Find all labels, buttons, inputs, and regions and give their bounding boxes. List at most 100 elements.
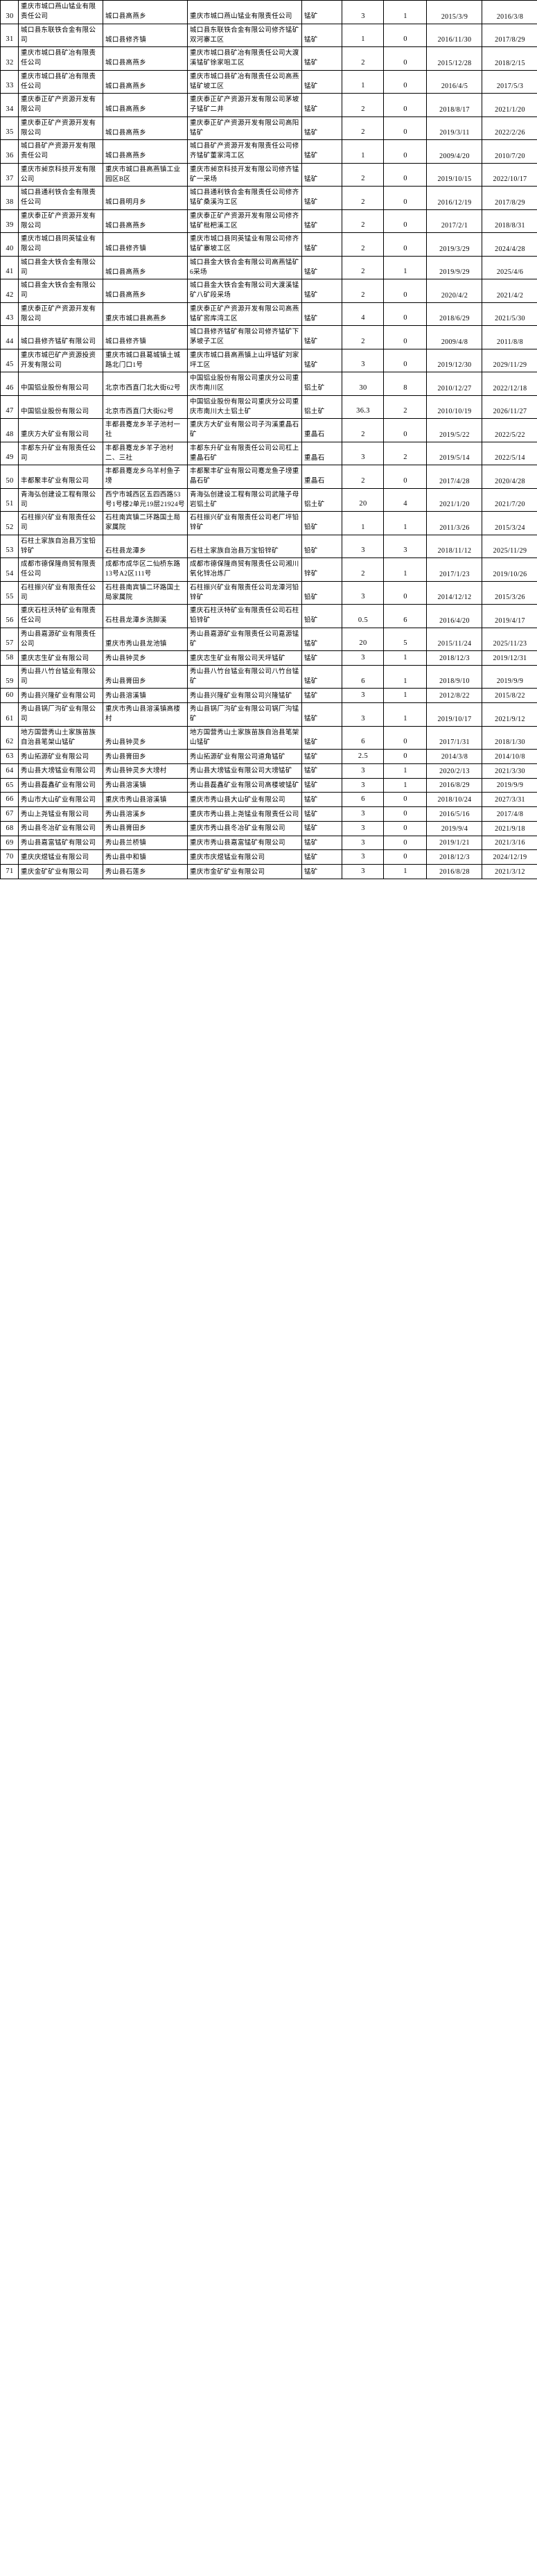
mineral-type: 锰矿 bbox=[301, 777, 342, 793]
table-row: 64 秀山县大塝锰业有限公司 秀山县钟灵乡大塝村 秀山县大塝锰业有限公司大塝锰矿 锰矿 3… bbox=[0, 763, 537, 779]
row-index: 37 bbox=[0, 162, 19, 187]
valid-to-date: 2019/12/31 bbox=[482, 650, 537, 666]
mineral-type: 铅矿 bbox=[301, 534, 342, 558]
table-row: 47 中国铝业股份有限公司 北京市西直门大街62号 中国铝业股份有限公司重庆分公司重庆… bbox=[0, 395, 537, 419]
valid-from-date: 2010/10/19 bbox=[426, 395, 482, 419]
entity-name: 城口县修齐锰矿有限公司 bbox=[18, 325, 103, 349]
table-row: 67 秀山上尧锰业有限公司 秀山县溶溪乡 重庆市秀山县上尧锰业有限责任公司 锰矿 3 0 20… bbox=[0, 806, 537, 822]
valid-to-date: 2021/3/30 bbox=[482, 763, 537, 779]
table-row: 42 城口县金大铁合金有限公司 城口县高燕乡 城口县金大铁合金有限公司大渡溪锰矿八矿段… bbox=[0, 279, 537, 303]
mineral-type: 锰矿 bbox=[301, 46, 342, 71]
item-count: 1 bbox=[383, 0, 427, 24]
entity-name: 城口县金大铁合金有限公司 bbox=[18, 279, 103, 303]
project-name: 秀山县嘉源矿业有限责任公司嘉源锰矿 bbox=[187, 627, 302, 651]
mineral-type: 锰矿 bbox=[301, 0, 342, 24]
project-name: 重庆泰正矿产资源开发有限公司高阳锰矿 bbox=[187, 116, 302, 140]
row-index: 51 bbox=[0, 487, 19, 512]
entity-name: 重庆市城口县矿冶有限责任公司 bbox=[18, 46, 103, 71]
entity-address: 秀山县膏田乡 bbox=[103, 749, 188, 764]
entity-address: 秀山县中和镇 bbox=[103, 849, 188, 865]
valid-to-date: 2018/1/30 bbox=[482, 725, 537, 750]
project-name: 重庆市城口县矿冶有限责任公司大渡溪锰矿徐家咀工区 bbox=[187, 46, 302, 71]
mineral-type: 锰矿 bbox=[301, 835, 342, 851]
project-name: 城口县金大铁合金有限公司大渡溪锰矿八矿段采场 bbox=[187, 279, 302, 303]
valid-from-date: 2018/8/17 bbox=[426, 93, 482, 117]
entity-address: 秀山县石莲乡 bbox=[103, 864, 188, 879]
item-count: 0 bbox=[383, 820, 427, 836]
production-capacity: 1 bbox=[342, 511, 384, 535]
valid-to-date: 2010/7/20 bbox=[482, 139, 537, 164]
entity-address: 丰都县蹇龙乡羊子池村二、三社 bbox=[103, 441, 188, 465]
mineral-type: 锰矿 bbox=[301, 664, 342, 689]
project-name: 城口县修齐锰矿有限公司修齐锰矿下茅坡子工区 bbox=[187, 325, 302, 349]
production-capacity: 1 bbox=[342, 69, 384, 94]
table-row: 70 重庆庆煜锰业有限公司 秀山县中和镇 重庆市庆煜锰业有限公司 锰矿 3 0 2018/12… bbox=[0, 849, 537, 865]
entity-address: 秀山县膏田乡 bbox=[103, 820, 188, 836]
mineral-type: 铅矿 bbox=[301, 604, 342, 628]
valid-from-date: 2017/1/23 bbox=[426, 557, 482, 582]
row-index: 48 bbox=[0, 418, 19, 442]
project-name: 丰都聚丰矿业有限公司蹇龙鱼子塝重晶石矿 bbox=[187, 465, 302, 489]
valid-from-date: 2016/5/16 bbox=[426, 806, 482, 822]
entity-name: 秀山县大塝锰业有限公司 bbox=[18, 763, 103, 779]
entity-address: 北京市西直门北大街62号 bbox=[103, 372, 188, 396]
project-name: 秀山县锅厂沟矿业有限公司锅厂沟锰矿 bbox=[187, 702, 302, 727]
project-name: 城口县矿产资源开发有限责任公司修齐锰矿董家湾工区 bbox=[187, 139, 302, 164]
valid-to-date: 2019/9/9 bbox=[482, 777, 537, 793]
production-capacity: 2 bbox=[342, 162, 384, 187]
item-count: 0 bbox=[383, 325, 427, 349]
production-capacity: 1 bbox=[342, 23, 384, 47]
mineral-type: 锰矿 bbox=[301, 255, 342, 279]
mineral-type: 锰矿 bbox=[301, 702, 342, 727]
mineral-type: 锰矿 bbox=[301, 116, 342, 140]
valid-to-date: 2021/7/20 bbox=[482, 487, 537, 512]
mineral-type: 锰矿 bbox=[301, 806, 342, 822]
entity-name: 重庆石柱沃特矿业有限责任公司 bbox=[18, 604, 103, 628]
valid-from-date: 2015/3/9 bbox=[426, 0, 482, 24]
table-row: 34 重庆泰正矿产资源开发有限公司 城口县高燕乡 重庆泰正矿产资源开发有限公司茅坡子锰… bbox=[0, 93, 537, 117]
valid-to-date: 2021/1/20 bbox=[482, 93, 537, 117]
entity-address: 重庆市秀山县溶溪镇高楼村 bbox=[103, 702, 188, 727]
entity-address: 石柱县龙潭乡 bbox=[103, 534, 188, 558]
entity-name: 秀山县锅厂沟矿业有限公司 bbox=[18, 702, 103, 727]
table-row: 50 丰都聚丰矿业有限公司 丰都县蹇龙乡乌羊村鱼子塝 丰都聚丰矿业有限公司蹇龙鱼子塝重… bbox=[0, 465, 537, 489]
mineral-type: 铅矿 bbox=[301, 580, 342, 605]
entity-name: 重庆市城口县矿冶有限责任公司 bbox=[18, 69, 103, 94]
entity-name: 重庆泰正矿产资源开发有限公司 bbox=[18, 93, 103, 117]
valid-to-date: 2015/3/24 bbox=[482, 511, 537, 535]
project-name: 秀山县兴隆矿业有限公司兴隆锰矿 bbox=[187, 688, 302, 703]
valid-to-date: 2017/8/29 bbox=[482, 186, 537, 210]
mineral-type: 锰矿 bbox=[301, 820, 342, 836]
entity-address: 重庆市城口县葛城镇土城路北门口1号 bbox=[103, 348, 188, 372]
production-capacity: 3 bbox=[342, 441, 384, 465]
item-count: 0 bbox=[383, 209, 427, 233]
item-count: 0 bbox=[383, 46, 427, 71]
entity-name: 重庆金矿矿业有限公司 bbox=[18, 864, 103, 879]
item-count: 1 bbox=[383, 864, 427, 879]
project-name: 重庆市秀山县大山矿业有限公司 bbox=[187, 792, 302, 807]
row-index: 46 bbox=[0, 372, 19, 396]
valid-from-date: 2009/4/20 bbox=[426, 139, 482, 164]
production-capacity: 6 bbox=[342, 792, 384, 807]
item-count: 1 bbox=[383, 255, 427, 279]
item-count: 1 bbox=[383, 702, 427, 727]
mineral-type: 锰矿 bbox=[301, 279, 342, 303]
entity-name: 城口县东联铁合金有限公司 bbox=[18, 23, 103, 47]
row-index: 45 bbox=[0, 348, 19, 372]
mineral-type: 锰矿 bbox=[301, 162, 342, 187]
entity-address: 秀山县溶溪镇 bbox=[103, 688, 188, 703]
valid-from-date: 2017/4/28 bbox=[426, 465, 482, 489]
entity-name: 重庆方大矿业有限公司 bbox=[18, 418, 103, 442]
entity-address: 秀山县钟灵乡 bbox=[103, 650, 188, 666]
mineral-type: 锰矿 bbox=[301, 209, 342, 233]
table-row: 36 城口县矿产资源开发有限责任公司 城口县高燕乡 城口县矿产资源开发有限责任公司修齐… bbox=[0, 139, 537, 164]
row-index: 44 bbox=[0, 325, 19, 349]
item-count: 0 bbox=[383, 279, 427, 303]
row-index: 57 bbox=[0, 627, 19, 651]
valid-from-date: 2016/11/30 bbox=[426, 23, 482, 47]
production-capacity: 2 bbox=[342, 93, 384, 117]
row-index: 41 bbox=[0, 255, 19, 279]
mineral-type: 铝土矿 bbox=[301, 372, 342, 396]
entity-address: 城口县高燕乡 bbox=[103, 255, 188, 279]
mineral-type: 铅矿 bbox=[301, 511, 342, 535]
